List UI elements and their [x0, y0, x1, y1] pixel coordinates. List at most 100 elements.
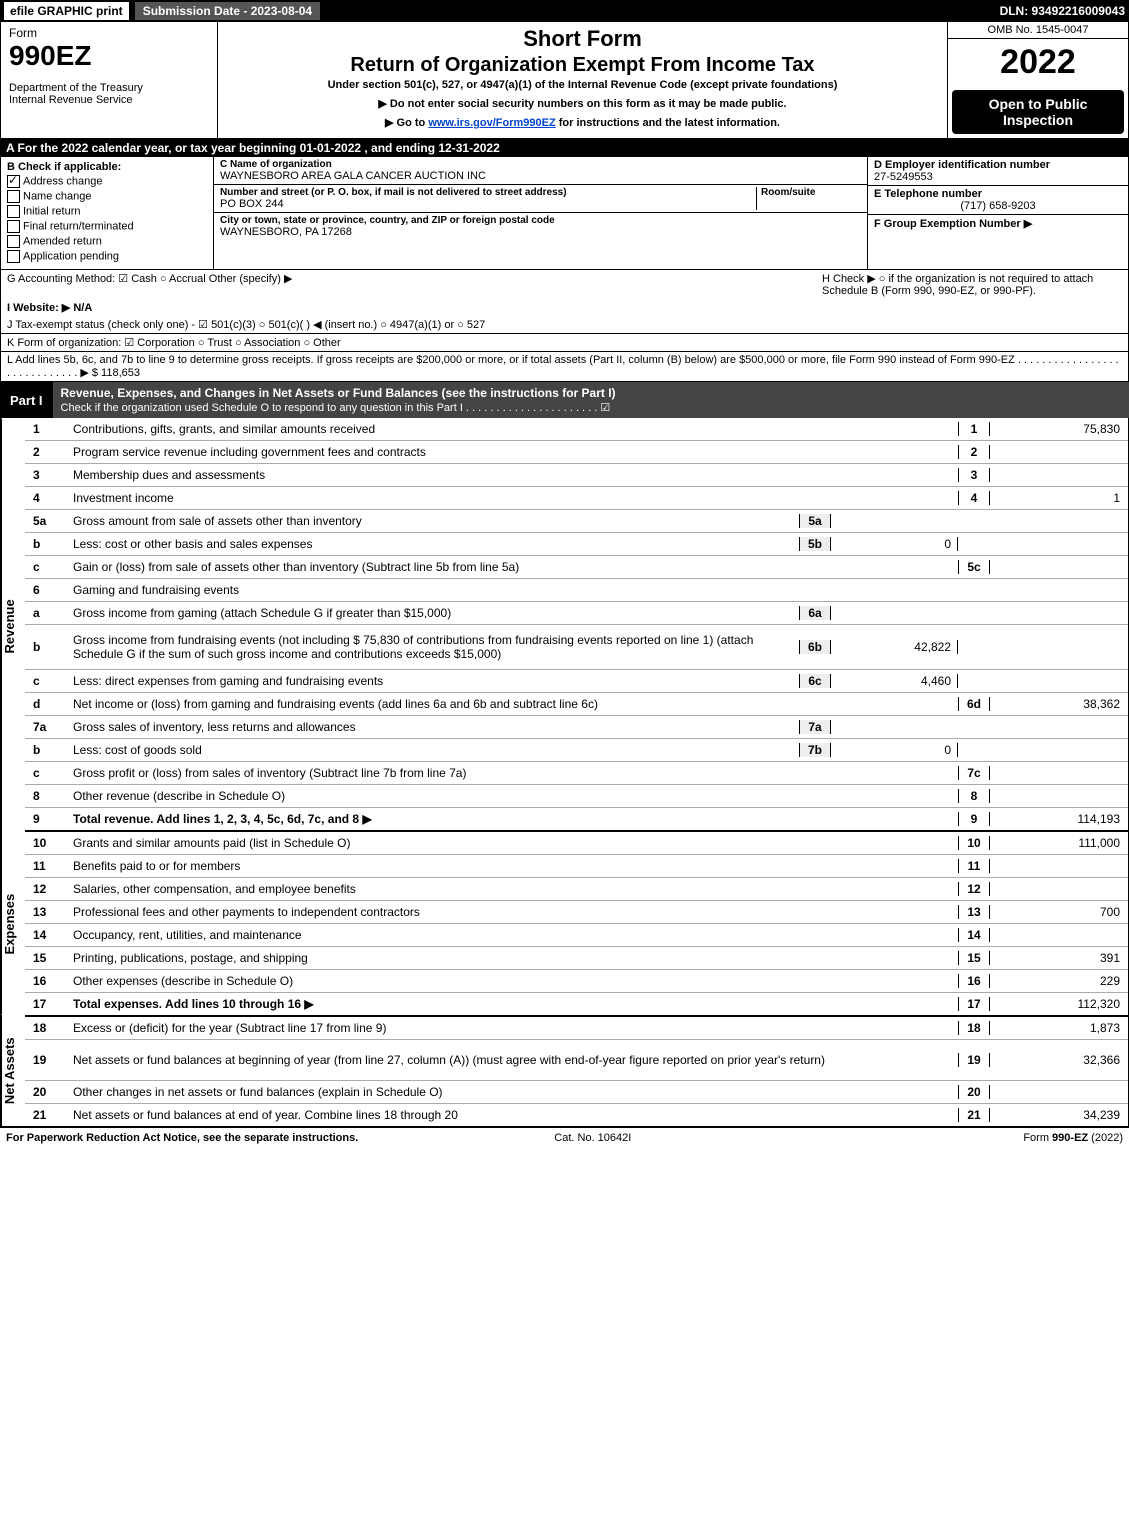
col-de: D Employer identification number 27-5249… [867, 157, 1128, 269]
c-street-lbl: Number and street (or P. O. box, if mail… [220, 187, 756, 198]
org-street: PO BOX 244 [220, 198, 756, 210]
org-city: WAYNESBORO, PA 17268 [220, 226, 861, 238]
line-1: 1 Contributions, gifts, grants, and simi… [25, 418, 1128, 441]
c-name-lbl: C Name of organization [220, 159, 861, 170]
org-name: WAYNESBORO AREA GALA CANCER AUCTION INC [220, 170, 861, 182]
c-city-row: City or town, state or province, country… [214, 213, 867, 240]
line-11: 11 Benefits paid to or for members 11 [25, 855, 1128, 878]
d-lbl: D Employer identification number [874, 159, 1122, 171]
form-number: 990EZ [9, 40, 209, 72]
footer-right: Form 990-EZ (2022) [1023, 1132, 1123, 1144]
line-5b: b Less: cost or other basis and sales ex… [25, 533, 1128, 556]
part1-header: Part I Revenue, Expenses, and Changes in… [0, 382, 1129, 418]
line-9: 9 Total revenue. Add lines 1, 2, 3, 4, 5… [25, 808, 1128, 832]
val-9: 114,193 [990, 812, 1128, 826]
form-header: Form 990EZ Department of the Treasury In… [0, 22, 1129, 139]
cb-final-return[interactable]: Final return/terminated [7, 220, 207, 233]
line-12: 12 Salaries, other compensation, and emp… [25, 878, 1128, 901]
d-row: D Employer identification number 27-5249… [868, 157, 1128, 186]
line-5a: 5a Gross amount from sale of assets othe… [25, 510, 1128, 533]
section-bcde: B Check if applicable: Address change Na… [0, 157, 1129, 270]
irs-link[interactable]: www.irs.gov/Form990EZ [428, 117, 555, 129]
val-5b: 0 [831, 537, 958, 551]
lines-container: 1 Contributions, gifts, grants, and simi… [25, 418, 1128, 1126]
line-19: 19 Net assets or fund balances at beginn… [25, 1040, 1128, 1081]
instr-2: ▶ Go to www.irs.gov/Form990EZ for instru… [222, 116, 943, 129]
j-tax-exempt: J Tax-exempt status (check only one) - ☑… [1, 316, 1128, 333]
efile-print-label[interactable]: efile GRAPHIC print [4, 2, 129, 20]
val-7b: 0 [831, 743, 958, 757]
col-c: C Name of organization WAYNESBORO AREA G… [214, 157, 867, 269]
line-7b: b Less: cost of goods sold 7b 0 [25, 739, 1128, 762]
line-16: 16 Other expenses (describe in Schedule … [25, 970, 1128, 993]
line-13: 13 Professional fees and other payments … [25, 901, 1128, 924]
val-1: 75,830 [990, 422, 1128, 436]
c-street-row: Number and street (or P. O. box, if mail… [214, 185, 867, 213]
val-16: 229 [990, 974, 1128, 988]
submission-date: Submission Date - 2023-08-04 [135, 2, 320, 20]
line-6b: b Gross income from fundraising events (… [25, 625, 1128, 670]
line-6c: c Less: direct expenses from gaming and … [25, 670, 1128, 693]
title-return: Return of Organization Exempt From Incom… [222, 54, 943, 77]
e-phone: (717) 658-9203 [874, 200, 1122, 212]
line-5c: c Gain or (loss) from sale of assets oth… [25, 556, 1128, 579]
k-form-org: K Form of organization: ☑ Corporation ○ … [1, 333, 1128, 351]
line-6: 6 Gaming and fundraising events [25, 579, 1128, 602]
b-label: B Check if applicable: [7, 161, 207, 173]
f-lbl: F Group Exemption Number ▶ [874, 218, 1032, 230]
header-left: Form 990EZ Department of the Treasury In… [1, 22, 218, 138]
cb-initial-return[interactable]: Initial return [7, 205, 207, 218]
cb-application-pending[interactable]: Application pending [7, 250, 207, 263]
d-ein: 27-5249553 [874, 171, 1122, 183]
vlabel-expenses: Expenses [1, 834, 26, 1014]
cb-amended-return[interactable]: Amended return [7, 235, 207, 248]
instr-1: ▶ Do not enter social security numbers o… [222, 97, 943, 110]
tax-year: 2022 [948, 39, 1128, 86]
line-15: 15 Printing, publications, postage, and … [25, 947, 1128, 970]
cb-name-change[interactable]: Name change [7, 190, 207, 203]
footer-mid: Cat. No. 10642I [554, 1132, 631, 1144]
dln-label: DLN: 93492216009043 [1000, 4, 1125, 18]
line-7c: c Gross profit or (loss) from sales of i… [25, 762, 1128, 785]
val-6d: 38,362 [990, 697, 1128, 711]
part1-num: Part I [0, 389, 53, 412]
g-accounting: G Accounting Method: ☑ Cash ○ Accrual Ot… [7, 272, 822, 297]
part1-title: Revenue, Expenses, and Changes in Net As… [53, 382, 1129, 418]
open-to-public: Open to Public Inspection [952, 90, 1124, 134]
e-lbl: E Telephone number [874, 188, 1122, 200]
part1-body: Revenue Expenses Net Assets 1 Contributi… [0, 418, 1129, 1127]
mid-rows: G Accounting Method: ☑ Cash ○ Accrual Ot… [0, 270, 1129, 382]
dept-label: Department of the Treasury Internal Reve… [9, 82, 209, 106]
line-6a: a Gross income from gaming (attach Sched… [25, 602, 1128, 625]
line-18: 18 Excess or (deficit) for the year (Sub… [25, 1017, 1128, 1040]
line-7a: 7a Gross sales of inventory, less return… [25, 716, 1128, 739]
vlabel-netassets: Net Assets [1, 1015, 26, 1126]
val-6b: 42,822 [831, 640, 958, 654]
line-20: 20 Other changes in net assets or fund b… [25, 1081, 1128, 1104]
val-18: 1,873 [990, 1021, 1128, 1035]
line-4: 4 Investment income 4 1 [25, 487, 1128, 510]
part1-checknote: Check if the organization used Schedule … [61, 402, 611, 414]
title-short-form: Short Form [222, 26, 943, 52]
col-b: B Check if applicable: Address change Na… [1, 157, 214, 269]
vlabel-revenue: Revenue [1, 418, 26, 834]
val-15: 391 [990, 951, 1128, 965]
header-center: Short Form Return of Organization Exempt… [218, 22, 947, 138]
footer-left: For Paperwork Reduction Act Notice, see … [6, 1132, 358, 1144]
l-gross-receipts: L Add lines 5b, 6c, and 7b to line 9 to … [1, 351, 1128, 381]
e-row: E Telephone number (717) 658-9203 [868, 186, 1128, 215]
line-10: 10 Grants and similar amounts paid (list… [25, 832, 1128, 855]
val-13: 700 [990, 905, 1128, 919]
row-a: A For the 2022 calendar year, or tax yea… [0, 139, 1129, 157]
cb-address-change[interactable]: Address change [7, 175, 207, 188]
header-right: OMB No. 1545-0047 2022 Open to Public In… [947, 22, 1128, 138]
val-17: 112,320 [990, 997, 1128, 1011]
h-check: H Check ▶ ○ if the organization is not r… [822, 272, 1122, 297]
line-2: 2 Program service revenue including gove… [25, 441, 1128, 464]
line-6d: d Net income or (loss) from gaming and f… [25, 693, 1128, 716]
c-city-lbl: City or town, state or province, country… [220, 215, 861, 226]
val-10: 111,000 [990, 836, 1128, 850]
line-21: 21 Net assets or fund balances at end of… [25, 1104, 1128, 1126]
room-suite-lbl: Room/suite [761, 187, 861, 198]
val-4: 1 [990, 491, 1128, 505]
